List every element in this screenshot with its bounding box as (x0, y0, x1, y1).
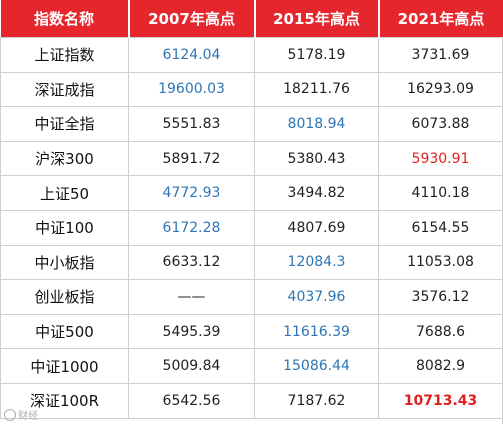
peak-2015-cell: 12084.3 (254, 244, 379, 281)
index-name-cell: 沪深300 (0, 140, 129, 177)
peak-2015-cell: 4807.69 (254, 209, 379, 246)
index-name-cell: 中证500 (0, 313, 129, 350)
peak-2015-cell: 11616.39 (254, 313, 379, 350)
header-2021-peak: 2021年高点 (378, 0, 503, 38)
peak-2021-cell: 8082.9 (378, 348, 503, 384)
header-row: 指数名称 2007年高点 2015年高点 2021年高点 (0, 0, 503, 38)
peak-2007-cell: 5891.72 (128, 140, 255, 177)
index-name-cell: 深证100R (0, 382, 129, 419)
peak-2015-cell: 7187.62 (254, 382, 379, 419)
table-row: 中小板指 6633.12 12084.3 11053.08 (0, 244, 503, 281)
table-row: 上证指数 6124.04 5178.19 3731.69 (0, 37, 503, 73)
peak-2007-cell: 5495.39 (128, 313, 255, 350)
table-body: 上证指数 6124.04 5178.19 3731.69 深证成指 19600.03 182… (0, 37, 503, 419)
index-name-cell: 中小板指 (0, 244, 129, 281)
peak-2015-cell: 4037.96 (254, 279, 379, 315)
table-row: 中证全指 5551.83 8018.94 6073.88 (0, 106, 503, 142)
peak-2007-cell: 6633.12 (128, 244, 255, 281)
table-row: 上证50 4772.93 3494.82 4110.18 (0, 175, 503, 211)
peak-2021-cell: 3731.69 (378, 37, 503, 73)
header-2007-peak: 2007年高点 (128, 0, 256, 38)
index-name-cell: 深证成指 (0, 71, 129, 108)
peak-2007-cell: 5009.84 (128, 348, 255, 384)
peak-2015-cell: 15086.44 (254, 348, 379, 384)
peak-2021-cell: 4110.18 (378, 175, 503, 211)
peak-2007-cell: —— (128, 279, 255, 315)
peak-2021-cell: 11053.08 (378, 244, 503, 281)
peak-2021-cell: 6073.88 (378, 106, 503, 142)
peak-2007-cell: 19600.03 (128, 71, 255, 108)
table-row: 创业板指 —— 4037.96 3576.12 (0, 279, 503, 315)
index-name-cell: 上证指数 (0, 37, 129, 73)
peak-2007-cell: 5551.83 (128, 106, 255, 142)
index-name-cell: 创业板指 (0, 279, 129, 315)
peak-2021-cell: 10713.43 (378, 382, 503, 419)
peak-2007-cell: 4772.93 (128, 175, 255, 211)
table-row: 深证成指 19600.03 18211.76 16293.09 (0, 71, 503, 108)
peak-2015-cell: 8018.94 (254, 106, 379, 142)
peak-2015-cell: 18211.76 (254, 71, 379, 108)
index-name-cell: 中证100 (0, 209, 129, 246)
table-row: 沪深300 5891.72 5380.43 5930.91 (0, 140, 503, 177)
peak-2015-cell: 5178.19 (254, 37, 379, 73)
peak-2021-cell: 6154.55 (378, 209, 503, 246)
peak-2021-cell: 7688.6 (378, 313, 503, 350)
peak-2007-cell: 6542.56 (128, 382, 255, 419)
peak-2015-cell: 3494.82 (254, 175, 379, 211)
index-name-cell: 中证全指 (0, 106, 129, 142)
weibo-icon (4, 408, 16, 421)
table-row: 中证100 6172.28 4807.69 6154.55 (0, 209, 503, 246)
peak-2015-cell: 5380.43 (254, 140, 379, 177)
peak-2007-cell: 6172.28 (128, 209, 255, 246)
peak-2007-cell: 6124.04 (128, 37, 255, 73)
table-row: 中证1000 5009.84 15086.44 8082.9 (0, 348, 503, 384)
peak-2021-cell: 5930.91 (378, 140, 503, 177)
peak-2021-cell: 3576.12 (378, 279, 503, 315)
index-name-cell: 中证1000 (0, 348, 129, 384)
header-2015-peak: 2015年高点 (254, 0, 380, 38)
header-index-name: 指数名称 (0, 0, 130, 38)
watermark: 财经 (4, 407, 38, 422)
table-row: 中证500 5495.39 11616.39 7688.6 (0, 313, 503, 350)
peak-2021-cell: 16293.09 (378, 71, 503, 108)
watermark-text: 财经 (18, 411, 38, 422)
index-name-cell: 上证50 (0, 175, 129, 211)
table-row: 深证100R 6542.56 7187.62 10713.43 (0, 382, 503, 419)
